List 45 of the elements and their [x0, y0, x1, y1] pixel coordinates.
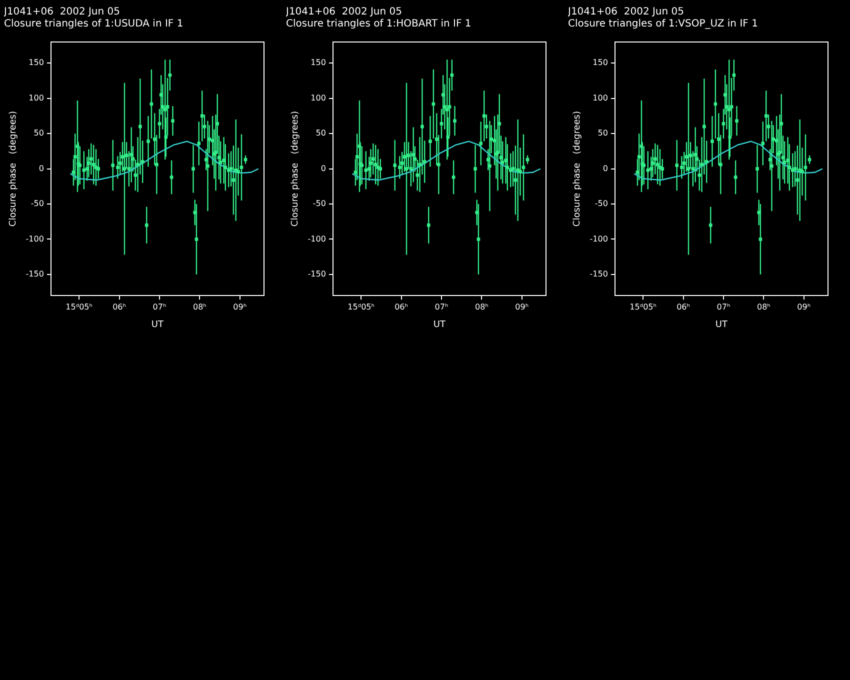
chart-subtitle: Closure triangles of 1:VSOP_UZ in IF 1 — [568, 18, 758, 30]
x-tick-label: 09ʰ — [515, 302, 529, 312]
x-tick-label: 09ʰ — [233, 302, 247, 312]
y-tick-label: 150 — [310, 58, 326, 68]
y-tick-label: 100 — [592, 93, 608, 102]
y-tick-label: -50 — [594, 199, 608, 208]
y-tick-label: -150 — [26, 270, 44, 279]
x-tick-label: 07ʰ — [434, 302, 448, 312]
y-tick-label: -100 — [590, 234, 608, 244]
y-tick-label: 0 — [320, 164, 326, 173]
y-tick-label: 150 — [28, 58, 44, 68]
y-tick-label: -100 — [308, 234, 326, 244]
x-tick-label: 08ʰ — [474, 302, 488, 312]
y-tick-label: 100 — [28, 93, 44, 102]
chart-subtitle: Closure triangles of 1:USUDA in IF 1 — [4, 18, 184, 30]
x-axis-title: UT — [151, 320, 164, 330]
chart-subtitle: Closure triangles of 1:HOBART in IF 1 — [286, 18, 472, 30]
x-axis-title: UT — [433, 320, 446, 330]
y-tick-label: 100 — [310, 93, 326, 102]
y-axis-title: Closure phase (degrees) — [8, 111, 19, 227]
y-tick-label: 50 — [598, 128, 608, 138]
x-tick-label: 07ʰ — [716, 302, 730, 312]
x-tick-label: 06ʰ — [676, 302, 690, 312]
y-tick-label: 0 — [38, 164, 44, 173]
y-axis-title: Closure phase (degrees) — [572, 111, 583, 227]
y-tick-label: 0 — [602, 164, 608, 173]
y-axis-title: Closure phase (degrees) — [290, 111, 301, 227]
y-tick-label: 50 — [34, 128, 44, 138]
y-tick-label: -100 — [26, 234, 44, 244]
x-axis-title: UT — [715, 320, 728, 330]
x-tick-label: 15ᵈ05ʰ — [348, 302, 375, 312]
x-tick-label: 08ʰ — [192, 302, 206, 312]
y-tick-label: -50 — [30, 199, 44, 208]
x-tick-label: 15ᵈ05ʰ — [630, 302, 657, 312]
y-tick-label: 50 — [316, 128, 326, 138]
y-tick-label: -50 — [312, 199, 326, 208]
x-tick-label: 06ʰ — [112, 302, 126, 312]
y-tick-label: -150 — [590, 270, 608, 279]
x-tick-label: 08ʰ — [756, 302, 770, 312]
x-tick-label: 07ʰ — [152, 302, 166, 312]
x-tick-label: 09ʰ — [797, 302, 811, 312]
y-tick-label: -150 — [308, 270, 326, 279]
y-tick-label: 150 — [592, 58, 608, 68]
x-tick-label: 06ʰ — [394, 302, 408, 312]
x-tick-label: 15ᵈ05ʰ — [66, 302, 93, 312]
